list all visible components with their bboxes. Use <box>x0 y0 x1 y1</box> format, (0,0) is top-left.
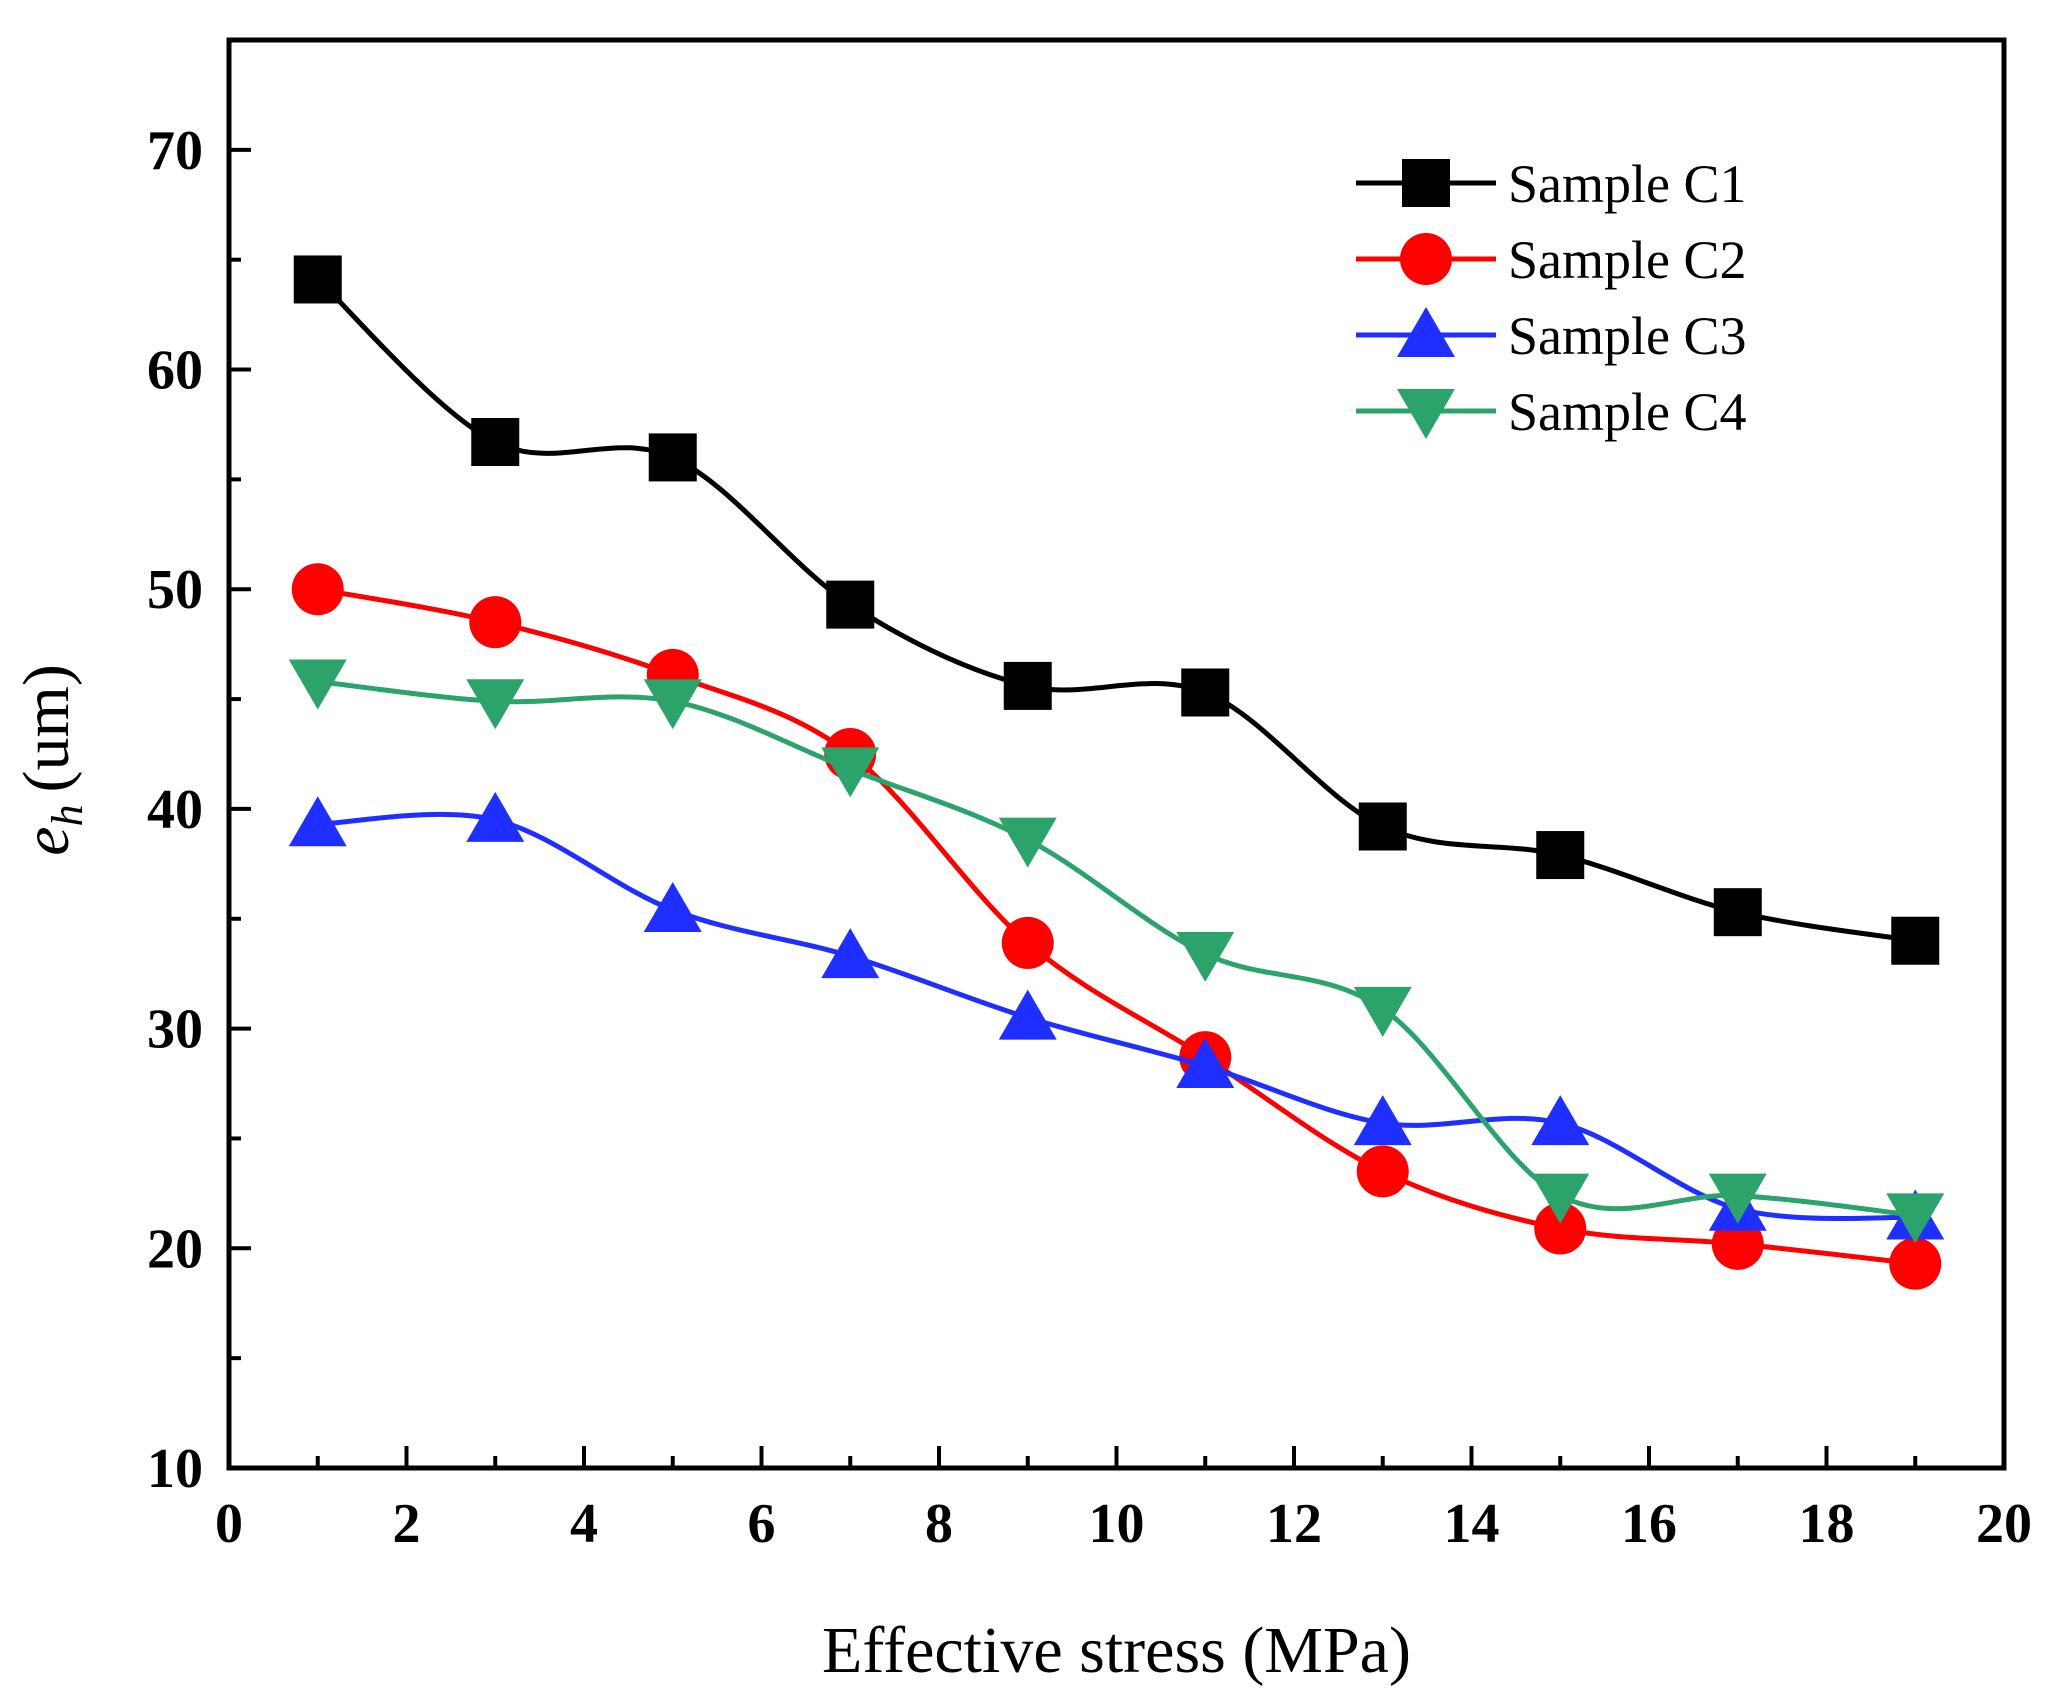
legend-item: Sample C1 <box>1356 154 1747 214</box>
data-point <box>1711 1217 1764 1270</box>
legend-label: Sample C2 <box>1508 230 1747 290</box>
y-tick-label: 60 <box>147 340 203 402</box>
series-3 <box>288 791 1945 1240</box>
series-line <box>317 811 1916 1222</box>
data-point <box>1358 802 1407 851</box>
x-tick-label: 12 <box>1266 1493 1322 1555</box>
data-point <box>1713 888 1762 937</box>
data-point <box>821 928 880 979</box>
x-tick-label: 6 <box>748 1493 776 1555</box>
plot-frame <box>226 37 2007 1471</box>
data-point <box>1356 1145 1409 1198</box>
data-point <box>288 796 347 847</box>
data-point <box>1531 1095 1590 1146</box>
data-point <box>466 679 525 730</box>
series-line <box>317 586 1916 1267</box>
data-point <box>1353 986 1412 1037</box>
series-1 <box>293 255 1940 965</box>
x-tick-label: 18 <box>1799 1493 1855 1555</box>
data-point <box>1001 916 1054 969</box>
x-tick-label: 2 <box>393 1493 421 1555</box>
series-line <box>316 277 1916 944</box>
data-point <box>998 817 1057 868</box>
data-point <box>998 989 1057 1040</box>
data-point <box>1176 1037 1235 1088</box>
y-tick-label: 50 <box>147 559 203 621</box>
data-point <box>1534 1202 1587 1255</box>
y-tick-label: 70 <box>147 120 203 182</box>
y-axis-ticks: 10 20 30 40 50 60 70 <box>147 38 251 1500</box>
data-point <box>1176 931 1235 982</box>
x-axis-ticks: 0 2 4 6 8 10 12 14 16 18 20 <box>215 1446 2032 1555</box>
data-point <box>1886 1193 1945 1244</box>
legend-item: Sample C3 <box>1356 306 1747 366</box>
y-tick-label: 40 <box>147 779 203 841</box>
data-point <box>1531 1173 1590 1224</box>
data-point <box>293 255 342 304</box>
x-axis-title: Effective stress (MPa) <box>822 1614 1411 1687</box>
series-2 <box>291 563 1942 1290</box>
legend-marker <box>1397 307 1455 357</box>
legend-marker <box>1402 159 1450 207</box>
data-point <box>291 563 344 616</box>
x-tick-label: 16 <box>1621 1493 1677 1555</box>
legend-item: Sample C4 <box>1356 382 1747 442</box>
series-layer <box>288 255 1945 1290</box>
data-point <box>471 418 520 467</box>
data-point <box>466 791 525 842</box>
legend-marker <box>1397 389 1455 439</box>
x-tick-label: 8 <box>925 1493 953 1555</box>
y-tick-label: 30 <box>147 999 203 1061</box>
data-point <box>1708 1173 1767 1224</box>
x-tick-label: 14 <box>1444 1493 1500 1555</box>
data-point <box>1889 1237 1942 1290</box>
data-point <box>643 679 702 730</box>
legend-label: Sample C1 <box>1508 154 1747 214</box>
data-point <box>1891 916 1940 965</box>
data-point <box>1353 1095 1412 1146</box>
data-point <box>643 881 702 932</box>
series-4 <box>288 659 1945 1244</box>
x-tick-label: 20 <box>1976 1493 2032 1555</box>
legend-label: Sample C4 <box>1508 382 1747 442</box>
legend-marker <box>1400 233 1452 285</box>
legend: Sample C1 Sample C2 Sample C3 Sample C4 <box>1356 154 1747 442</box>
data-point <box>821 747 880 798</box>
y-tick-label: 10 <box>147 1438 203 1500</box>
y-axis-unit: (um) <box>10 664 83 792</box>
data-point <box>1181 668 1230 717</box>
data-point <box>469 596 522 649</box>
data-point <box>1003 661 1052 710</box>
legend-label: Sample C3 <box>1508 306 1747 366</box>
y-tick-label: 20 <box>147 1218 203 1280</box>
data-point <box>288 659 347 710</box>
data-point <box>1536 831 1585 880</box>
series-line <box>317 679 1916 1218</box>
x-tick-label: 10 <box>1089 1493 1145 1555</box>
data-point <box>648 433 697 482</box>
y-axis-subscript: h <box>43 805 92 827</box>
y-axis-title: eh (um) <box>10 664 92 856</box>
y-axis-symbol: e <box>10 827 83 856</box>
data-point <box>826 580 875 629</box>
legend-item: Sample C2 <box>1356 230 1747 290</box>
x-tick-label: 4 <box>570 1493 598 1555</box>
x-tick-label: 0 <box>215 1493 243 1555</box>
